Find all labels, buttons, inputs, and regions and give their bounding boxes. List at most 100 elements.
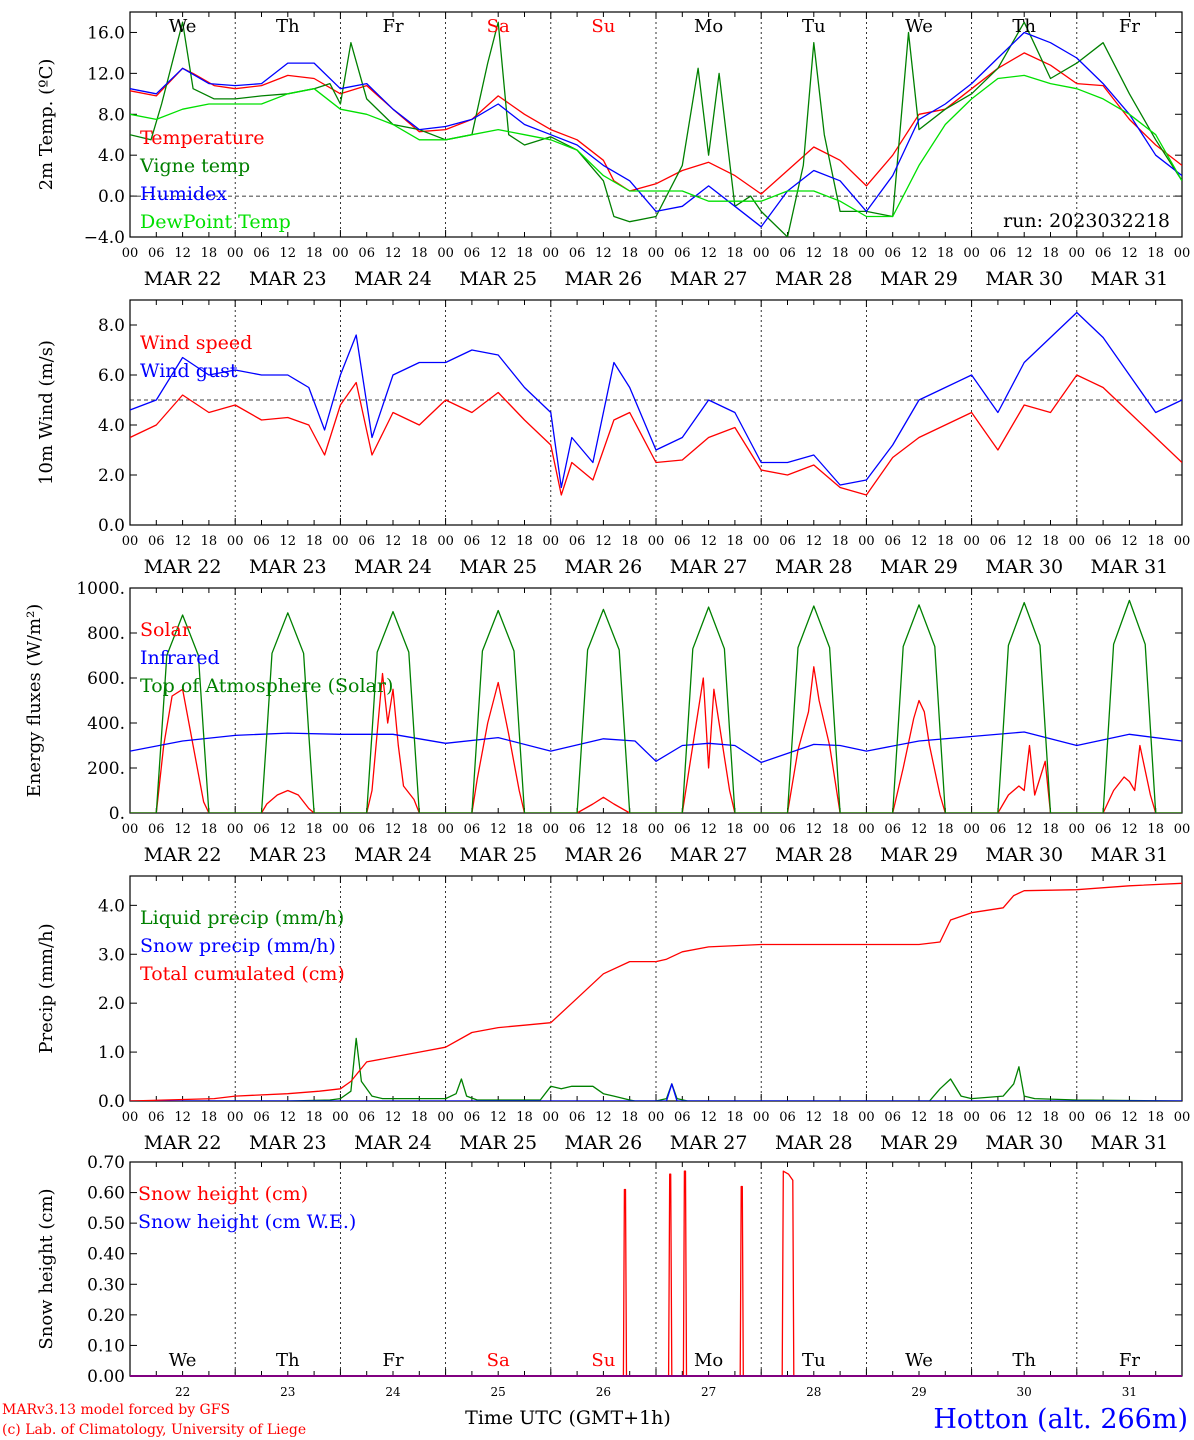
hour-tick-label: 06 (569, 1110, 586, 1125)
hour-tick-label: 06 (358, 246, 375, 261)
day-number-label: 22 (175, 1385, 190, 1399)
hour-tick-label: 18 (727, 1110, 744, 1125)
date-label: MAR 27 (670, 556, 748, 578)
date-label: MAR 27 (670, 268, 748, 290)
panel-4: 0.0 1.0 2.0 3.0 4.0 Precip (mm/h) Liquid preci… (36, 875, 1190, 1154)
hour-tick-label: 00 (332, 534, 349, 549)
hour-tick-label: 06 (253, 246, 270, 261)
hour-tick-label: 12 (490, 822, 507, 837)
day-number-label: 25 (491, 1385, 506, 1399)
hour-tick-label: 00 (227, 1110, 244, 1125)
hour-tick-label: 12 (174, 534, 191, 549)
date-label: MAR 23 (249, 268, 327, 290)
hour-tick-label: 18 (201, 246, 218, 261)
series-line-solar (130, 666, 1182, 813)
date-label: MAR 22 (144, 1132, 222, 1154)
date-label: MAR 29 (880, 268, 958, 290)
hour-tick-label: 00 (122, 1110, 139, 1125)
date-label: MAR 28 (775, 844, 853, 866)
hour-tick-label: 00 (1174, 246, 1191, 261)
hour-tick-label: 06 (464, 822, 481, 837)
hour-tick-label: 12 (174, 246, 191, 261)
legend-entry: Top of Atmosphere (Solar) (140, 675, 393, 697)
hour-tick-label: 00 (753, 246, 770, 261)
y-tick-label: 0.40 (87, 1245, 125, 1265)
y-axis-label: Energy fluxes (W/m²) (24, 604, 45, 798)
hour-tick-label: 12 (911, 1110, 928, 1125)
hour-tick-label: 06 (464, 534, 481, 549)
y-tick-label: 0.70 (87, 1153, 125, 1173)
day-number-label: 24 (385, 1385, 401, 1399)
series-group (130, 311, 1182, 496)
station-label: Hotton (alt. 266m) (933, 1404, 1188, 1435)
hour-tick-label: 18 (937, 534, 954, 549)
hour-tick-label: 12 (911, 822, 928, 837)
hour-tick-label: 18 (832, 246, 849, 261)
hour-tick-label: 06 (674, 246, 691, 261)
hour-tick-label: 12 (911, 246, 928, 261)
weekday-label: Tu (802, 16, 826, 37)
hour-tick-label: 12 (280, 246, 297, 261)
y-tick-label: 3.0 (98, 945, 125, 965)
hour-tick-label: 12 (490, 1110, 507, 1125)
date-label: MAR 31 (1091, 268, 1169, 290)
hour-tick-label: 06 (253, 534, 270, 549)
hour-tick-label: 00 (648, 822, 665, 837)
y-axis-label: 10m Wind (m/s) (36, 340, 57, 485)
date-label: MAR 28 (775, 268, 853, 290)
footer: MARv3.13 model forced by GFS (c) Lab. of… (2, 1402, 1188, 1438)
hour-tick-label: 00 (858, 1110, 875, 1125)
day-number-label: 30 (1017, 1385, 1032, 1399)
y-tick-label: 4.0 (98, 896, 125, 916)
hour-tick-label: 18 (1147, 822, 1164, 837)
hour-tick-label: 06 (884, 534, 901, 549)
weekday-label: Su (591, 16, 615, 37)
hour-tick-label: 18 (411, 246, 428, 261)
hour-tick-label: 18 (1042, 1110, 1059, 1125)
hour-tick-label: 00 (543, 1110, 560, 1125)
hour-tick-label: 06 (358, 1110, 375, 1125)
hour-tick-label: 12 (806, 822, 823, 837)
weekday-label: Th (1012, 1350, 1036, 1371)
weekday-label: Sa (487, 16, 510, 37)
legend-entry: Temperature (140, 127, 264, 149)
hour-tick-label: 00 (858, 246, 875, 261)
y-tick-label: 0.50 (87, 1214, 125, 1234)
legend-entry: Liquid precip (mm/h) (140, 907, 344, 929)
hour-tick-label: 12 (1121, 534, 1138, 549)
date-label: MAR 23 (249, 1132, 327, 1154)
hour-tick-label: 18 (1042, 822, 1059, 837)
y-tick-label: 0.0 (98, 1092, 125, 1112)
hour-tick-label: 06 (253, 1110, 270, 1125)
hour-tick-label: 12 (595, 1110, 612, 1125)
hour-tick-label: 12 (385, 246, 402, 261)
hour-tick-label: 12 (1121, 822, 1138, 837)
weekday-label: Fr (382, 1350, 403, 1371)
series-line-wind-gust (130, 311, 1182, 489)
day-number-label: 31 (1122, 1385, 1137, 1399)
hour-tick-label: 00 (437, 1110, 454, 1125)
y-tick-label: 4.0 (98, 146, 125, 166)
series-line-infrared (130, 731, 1182, 764)
hour-tick-label: 00 (963, 822, 980, 837)
y-tick-label: 400. (87, 714, 125, 734)
series-line-snow-precip-mm-h- (130, 1083, 1182, 1101)
hour-tick-label: 00 (1069, 246, 1086, 261)
y-tick-label: 16.0 (87, 23, 125, 43)
hour-tick-label: 00 (753, 534, 770, 549)
date-label: MAR 25 (459, 268, 537, 290)
series-group (130, 599, 1182, 813)
hour-tick-label: 12 (490, 246, 507, 261)
hour-tick-label: 12 (1121, 1110, 1138, 1125)
hour-tick-label: 12 (595, 822, 612, 837)
hour-tick-label: 00 (332, 822, 349, 837)
hour-tick-label: 00 (1174, 534, 1191, 549)
hour-tick-label: 06 (674, 822, 691, 837)
y-tick-label: 0. (109, 804, 125, 824)
hour-tick-label: 12 (385, 534, 402, 549)
hour-tick-label: 12 (595, 534, 612, 549)
y-tick-label: 2.0 (98, 994, 125, 1014)
hour-tick-label: 12 (385, 1110, 402, 1125)
hour-tick-label: 06 (148, 246, 165, 261)
hour-tick-label: 18 (516, 534, 533, 549)
